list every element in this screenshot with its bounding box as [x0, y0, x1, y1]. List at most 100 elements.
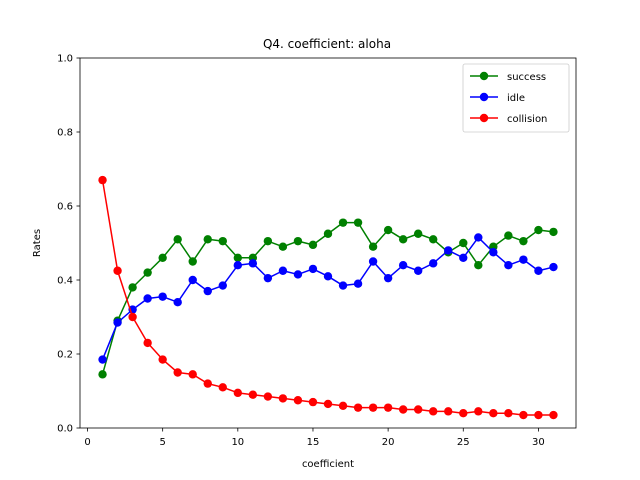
success-point: [278, 242, 288, 251]
collision-point: [143, 338, 152, 348]
success-point: [188, 257, 197, 266]
idle-point: [203, 286, 212, 296]
success-point: [383, 225, 393, 235]
y-tick-label: 0.4: [57, 276, 73, 287]
collision-point: [233, 388, 243, 398]
success-point: [293, 236, 303, 246]
collision-point: [398, 405, 408, 414]
legend-idle-label: idle: [507, 93, 525, 104]
collision-point: [353, 403, 363, 412]
idle-point: [429, 259, 438, 268]
legend-collision-marker: [479, 113, 489, 123]
success-point: [173, 235, 182, 244]
idle-point: [534, 266, 543, 275]
idle-point: [113, 318, 122, 327]
idle-point: [504, 261, 513, 270]
idle-point: [444, 246, 453, 255]
success-point: [459, 238, 468, 248]
collision-point: [173, 368, 182, 377]
collision-point: [444, 407, 453, 416]
collision-point: [278, 394, 288, 403]
collision-point: [519, 410, 528, 420]
collision-point: [368, 403, 378, 412]
legend-success-label: success: [507, 72, 546, 83]
legend-frame: [462, 63, 570, 133]
collision-point: [338, 401, 348, 410]
idle-point: [263, 273, 273, 283]
idle-point: [413, 266, 423, 275]
idle-point: [323, 272, 333, 281]
idle-point: [383, 273, 393, 283]
collision-point: [203, 379, 212, 388]
x-tick-label: 10: [231, 437, 244, 448]
success-point: [338, 218, 348, 227]
success-point: [308, 240, 318, 250]
success-point: [398, 235, 408, 244]
success-point: [263, 236, 273, 246]
plot-area-frame: [79, 57, 577, 429]
x-tick-label: 15: [307, 437, 320, 448]
idle-point: [188, 275, 197, 285]
success-point: [504, 231, 513, 240]
success-point: [128, 283, 137, 292]
collision-point: [113, 266, 122, 275]
x-tick-label: 25: [457, 437, 470, 448]
success-point: [474, 261, 483, 270]
success-point: [323, 229, 333, 238]
x-axis-label: coefficient: [302, 459, 354, 470]
collision-point: [504, 409, 513, 418]
collision-point: [459, 409, 468, 418]
success-point: [143, 268, 152, 277]
collision-point: [188, 370, 197, 379]
collision-point: [293, 396, 303, 405]
idle-point: [233, 261, 243, 270]
success-point: [203, 235, 212, 244]
collision-point: [158, 355, 167, 364]
collision-point: [383, 403, 393, 412]
success-point: [368, 242, 378, 251]
idle-point: [173, 298, 182, 307]
y-tick-label: 0.6: [57, 202, 73, 213]
legend-idle-marker: [479, 92, 489, 102]
legend-collision-label: collision: [507, 114, 547, 125]
series-layer: [98, 175, 558, 420]
idle-point: [218, 281, 227, 290]
y-axis-label: Rates: [32, 229, 43, 257]
success-point: [98, 370, 107, 379]
collision-point: [413, 405, 423, 414]
collision-point: [218, 383, 227, 392]
idle-point: [248, 259, 258, 268]
collision-point: [98, 175, 107, 185]
idle-point: [489, 248, 498, 257]
x-tick-label: 0: [84, 437, 90, 448]
collision-line: [101, 179, 554, 416]
success-point: [429, 235, 438, 244]
idle-point: [398, 261, 408, 270]
idle-point: [278, 266, 288, 275]
legend: success idle collision: [462, 63, 570, 133]
legend-success-marker: [479, 71, 489, 81]
success-point: [413, 229, 423, 238]
idle-point: [519, 255, 528, 264]
idle-point: [98, 355, 107, 364]
success-point: [353, 218, 363, 227]
success-point: [534, 225, 543, 235]
y-tick-label: 1.0: [57, 54, 73, 65]
collision-point: [489, 409, 498, 418]
collision-point: [534, 410, 543, 420]
collision-point: [263, 392, 273, 401]
idle-point: [459, 253, 468, 262]
idle-point: [308, 264, 318, 274]
y-axis: 0.0 0.2 0.4 0.6 0.8 1.0: [57, 54, 80, 435]
y-tick-label: 0.8: [57, 128, 73, 139]
success-point: [519, 236, 528, 246]
collision-point: [429, 407, 438, 416]
collision-point: [323, 399, 333, 409]
collision-point: [248, 390, 258, 399]
idle-point: [143, 294, 152, 303]
x-tick-label: 5: [159, 437, 165, 448]
idle-point: [293, 270, 303, 279]
idle-point: [158, 292, 167, 301]
success-point: [218, 236, 227, 246]
